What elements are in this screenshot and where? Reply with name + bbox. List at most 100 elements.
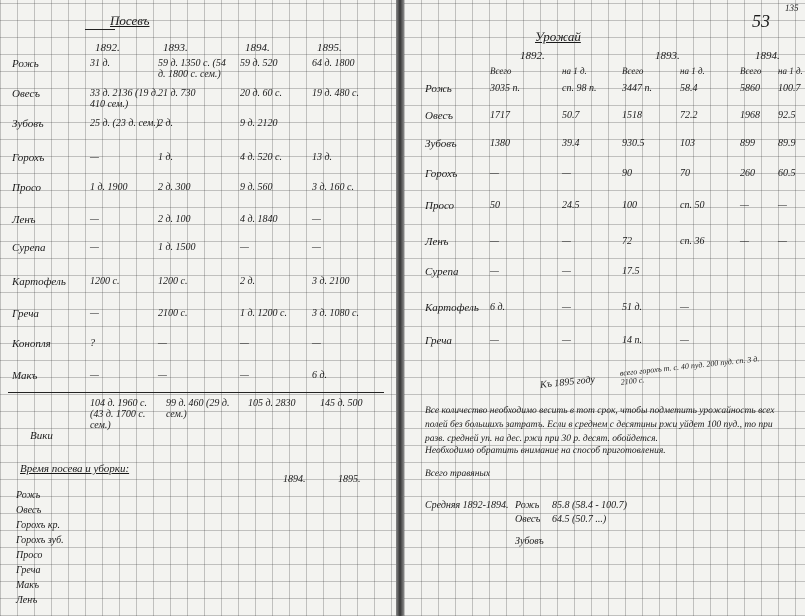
- cell: —: [240, 370, 249, 381]
- section-title: Время посева и уборки:: [20, 463, 130, 475]
- section-item: Макъ: [16, 580, 40, 591]
- cell: 1518: [622, 110, 642, 121]
- cell: 260: [740, 168, 755, 179]
- page-number: 135: [785, 3, 799, 13]
- cell: —: [562, 335, 571, 346]
- cell: 1380: [490, 138, 510, 149]
- cell: —: [490, 266, 499, 277]
- subheader: на 1 д.: [680, 66, 705, 76]
- row-label: Просо: [12, 182, 42, 194]
- cell: —: [490, 236, 499, 247]
- section-item: Овесъ: [16, 505, 42, 516]
- cell: ?: [90, 338, 95, 349]
- cell: 6 д.: [312, 370, 328, 381]
- cell: 39.4: [562, 138, 580, 149]
- row-label: Зубовъ: [12, 118, 44, 130]
- average-label: Средняя 1892-1894.: [425, 500, 509, 511]
- cell: 60.5: [778, 168, 796, 179]
- cell: 64 д. 1800: [312, 58, 355, 69]
- row-label: Картофель: [425, 302, 479, 314]
- row-label: Горохъ: [12, 152, 45, 164]
- row-label: Просо: [425, 200, 455, 212]
- cell: —: [90, 308, 99, 319]
- cell: 1200 с.: [90, 276, 120, 287]
- cell: —: [312, 242, 321, 253]
- cell: —: [90, 242, 99, 253]
- cell: —: [680, 302, 689, 313]
- cell: 33 д. 2136 (19 д. 410 сем.): [90, 88, 159, 110]
- cell: 5860: [740, 83, 760, 94]
- subheader: Всего: [740, 66, 762, 76]
- year-header: 1894.: [245, 42, 270, 54]
- total: 104 д. 1960 с. (43 д. 1700 с. сем.): [90, 398, 147, 431]
- cell: 70: [680, 168, 690, 179]
- cell: 3 д. 160 с.: [312, 182, 354, 193]
- subheader: Всего: [622, 66, 644, 76]
- cell: —: [158, 338, 167, 349]
- section-item: Горохъ зуб.: [16, 535, 64, 546]
- cell: —: [312, 214, 321, 225]
- section-year: 1895.: [338, 474, 361, 485]
- section-year: 1894.: [283, 474, 306, 485]
- cell: 2 д. 300: [158, 182, 191, 193]
- row-label: Сурепа: [425, 266, 459, 278]
- cell: —: [90, 214, 99, 225]
- cell: 72.2: [680, 110, 698, 121]
- cell: —: [740, 236, 749, 247]
- cell: 25 д. (23 д. сем.): [90, 118, 160, 129]
- cell: 930.5: [622, 138, 645, 149]
- cell: 1 д. 1200 с.: [240, 308, 287, 319]
- cell: 2 д.: [158, 118, 174, 129]
- section-item: Ленъ: [16, 595, 38, 606]
- cell: 72: [622, 236, 632, 247]
- cell: —: [490, 335, 499, 346]
- cell: —: [562, 168, 571, 179]
- cell: 21 д. 730: [158, 88, 196, 99]
- cell: 13 д.: [312, 152, 333, 163]
- average-crop: Овесъ: [515, 514, 541, 525]
- cell: 50.7: [562, 110, 580, 121]
- right-page: [404, 0, 805, 616]
- cell: 9 д. 2120: [240, 118, 278, 129]
- cell: —: [562, 302, 571, 313]
- paragraph: Необходимо обратить внимание на способ п…: [425, 446, 666, 456]
- cell: —: [740, 200, 749, 211]
- cell: 59 д. 520: [240, 58, 278, 69]
- row-label: Сурепа: [12, 242, 46, 254]
- spine: [396, 0, 404, 616]
- cell: —: [90, 370, 99, 381]
- cell: 3 д. 2100: [312, 276, 350, 287]
- cell: 1717: [490, 110, 510, 121]
- page-number: 53: [752, 11, 770, 31]
- cell: 3035 п.: [490, 83, 520, 94]
- year-header: 1895.: [317, 42, 342, 54]
- cell: —: [240, 338, 249, 349]
- paragraph: Все количество необходимо весить в тот с…: [425, 406, 775, 444]
- cell: 19 д. 480 с.: [312, 88, 359, 99]
- cell: —: [562, 266, 571, 277]
- cell: 1 д. 1900: [90, 182, 128, 193]
- row-label: Греча: [12, 308, 39, 320]
- cell: 2 д.: [240, 276, 256, 287]
- cell: —: [778, 200, 787, 211]
- row-label: Конопля: [12, 338, 51, 350]
- total: 145 д. 500: [320, 398, 363, 409]
- section-item: Рожь: [16, 490, 41, 501]
- title: Посевъ: [110, 13, 150, 28]
- cell: 1 д. 1500: [158, 242, 196, 253]
- cell: 20 д. 60 с.: [240, 88, 282, 99]
- title: Урожай: [535, 29, 581, 44]
- row-label: Горохъ: [425, 168, 458, 180]
- row-label: Рожь: [425, 83, 452, 95]
- row-label: Макъ: [12, 370, 38, 382]
- row-label: Картофель: [12, 276, 66, 288]
- subheader: Всего: [490, 66, 512, 76]
- year-header: 1893.: [655, 50, 680, 62]
- cell: —: [778, 236, 787, 247]
- cell: 24.5: [562, 200, 580, 211]
- cell: 51 д.: [622, 302, 643, 313]
- paragraph: Всего травяных: [425, 469, 491, 479]
- cell: 6 д.: [490, 302, 506, 313]
- cell: 59 д. 1350 с. (54 д. 1800 с. сем.): [158, 58, 226, 80]
